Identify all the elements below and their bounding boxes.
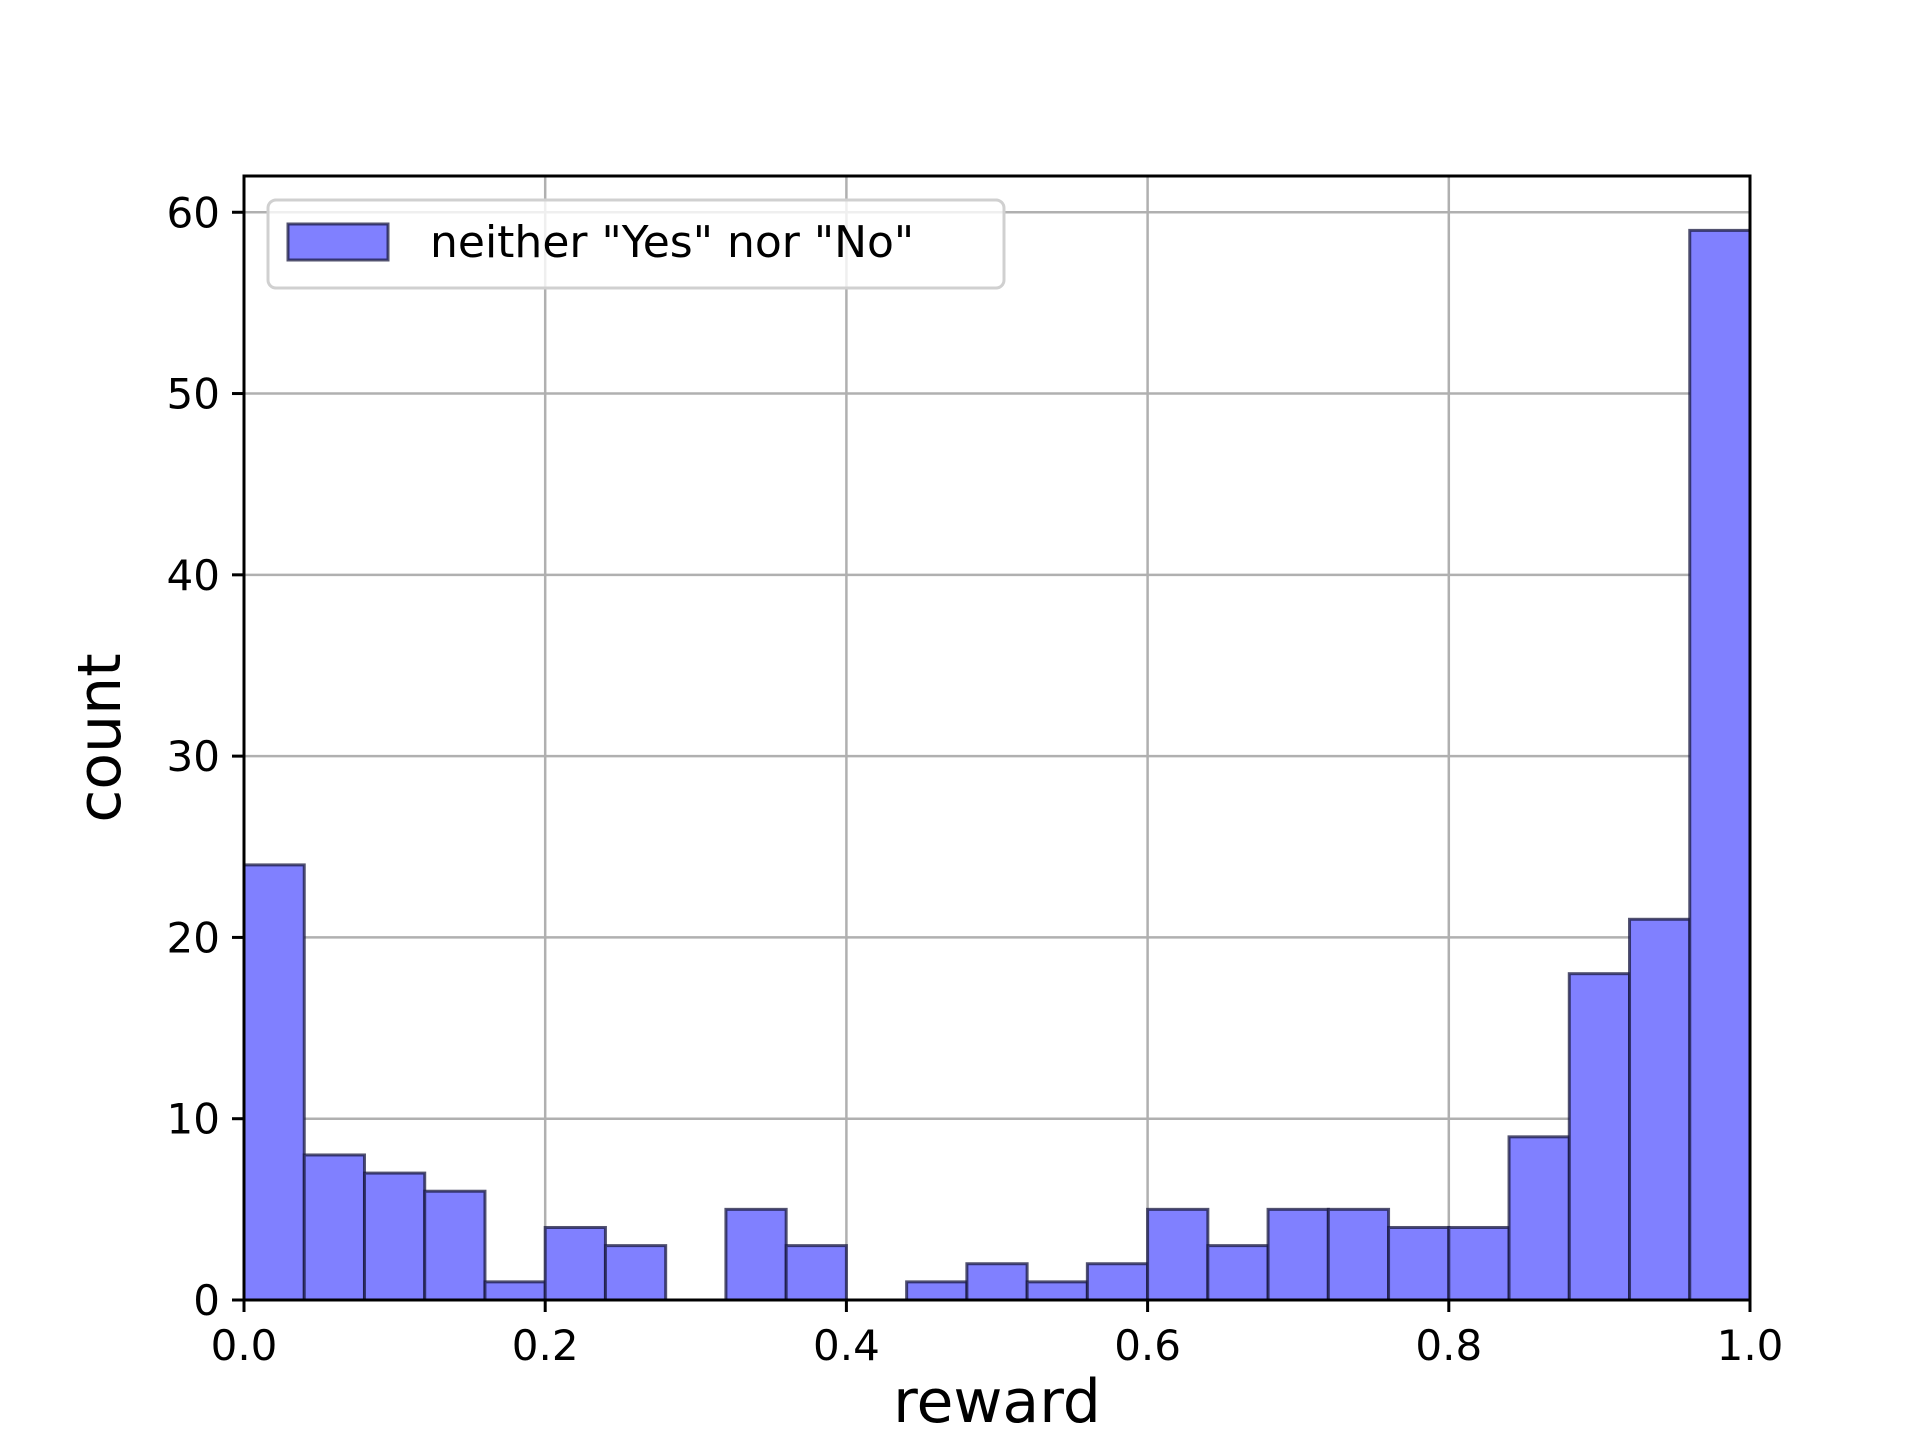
histogram-bar — [483, 1280, 547, 1302]
histogram-bar — [1567, 972, 1632, 1302]
histogram-bar — [302, 1153, 366, 1302]
y-tick-label: 50 — [167, 370, 220, 419]
histogram-bar — [1447, 1225, 1511, 1302]
legend: neither "Yes" nor "No" — [266, 198, 1006, 290]
plot-frame — [242, 174, 1752, 1302]
histogram-bar — [242, 863, 306, 1302]
bars-layer — [242, 228, 1752, 1302]
histogram-bar — [1085, 1262, 1150, 1302]
y-tick-label: 0 — [193, 1276, 220, 1325]
histogram-bar — [1206, 1244, 1270, 1302]
histogram-bar — [1025, 1280, 1089, 1302]
axes-layer: 0.0 0.2 0.4 0.6 0.8 1.0 0 10 20 30 40 50 60 — [167, 174, 1784, 1370]
histogram-bar — [543, 1225, 607, 1302]
histogram-bar — [724, 1207, 788, 1302]
x-axis-label: reward — [893, 1367, 1101, 1437]
histogram-bar — [1326, 1207, 1391, 1302]
x-tick-label: 1.0 — [1717, 1321, 1784, 1370]
y-tick-label: 60 — [167, 188, 220, 237]
histogram-bar — [784, 1244, 848, 1302]
histogram-bar — [1507, 1135, 1571, 1302]
histogram-bar — [905, 1280, 969, 1302]
histogram-bar — [1266, 1207, 1330, 1302]
x-tick-label: 0.2 — [512, 1321, 579, 1370]
x-tick-label: 0.4 — [813, 1321, 880, 1370]
grid-layer — [242, 176, 1752, 1302]
x-tick-label: 0.8 — [1415, 1321, 1482, 1370]
y-tick-label: 40 — [167, 551, 220, 600]
histogram-bar — [423, 1189, 487, 1302]
histogram-bar — [1628, 917, 1692, 1302]
x-tick-label: 0.6 — [1114, 1321, 1181, 1370]
y-tick-label: 30 — [167, 732, 220, 781]
histogram-bar — [965, 1262, 1029, 1302]
x-tick-label: 0.0 — [211, 1321, 278, 1370]
histogram-bar — [603, 1244, 668, 1302]
legend-box — [266, 198, 1006, 290]
histogram-bar — [1688, 228, 1752, 1302]
legend-label: neither "Yes" nor "No" — [430, 217, 914, 268]
histogram-bar — [1387, 1225, 1451, 1302]
y-tick-label: 20 — [167, 913, 220, 962]
histogram-bar — [362, 1171, 427, 1302]
y-axis-label: count — [65, 653, 135, 822]
histogram-bar — [1146, 1207, 1210, 1302]
y-tick-label: 10 — [167, 1095, 220, 1144]
legend-swatch — [286, 222, 390, 262]
